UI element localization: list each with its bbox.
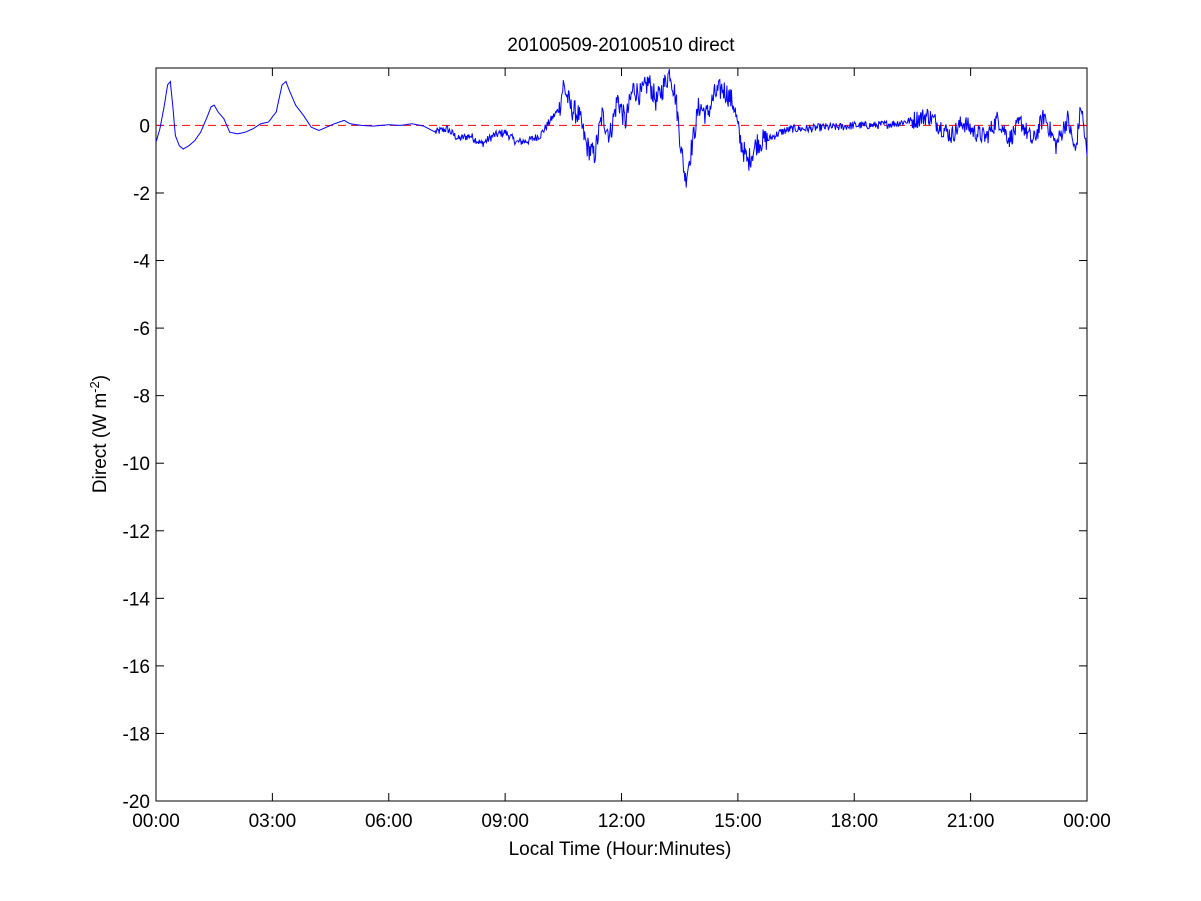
chart-title: 20100509-20100510 direct <box>507 35 735 56</box>
y-tick-label: -2 <box>133 184 150 205</box>
y-tick-label: -16 <box>123 657 150 678</box>
y-axis-label: Direct (W m-2) <box>87 375 111 493</box>
x-tick-label: 00:00 <box>1063 811 1111 832</box>
x-tick-label: 06:00 <box>365 811 413 832</box>
x-axis-label: Local Time (Hour:Minutes) <box>509 839 732 860</box>
x-axis-ticks: 00:00 03:00 06:00 09:00 12:00 15:00 18:00 21:00… <box>132 68 1111 832</box>
x-tick-label: 03:00 <box>249 811 297 832</box>
y-axis-label-suffix: ) <box>90 375 111 381</box>
x-tick-label: 09:00 <box>481 811 529 832</box>
y-tick-label: -10 <box>123 454 150 475</box>
plot-content <box>155 69 1088 188</box>
y-axis-label-prefix: Direct (W m <box>90 393 111 493</box>
series-line <box>155 69 1088 188</box>
x-tick-label: 15:00 <box>714 811 762 832</box>
y-axis-label-superscript: -2 <box>87 381 102 393</box>
x-tick-label: 21:00 <box>947 811 995 832</box>
y-tick-label: -18 <box>123 724 150 745</box>
y-tick-label: -20 <box>123 792 150 813</box>
y-tick-label: -4 <box>133 252 150 273</box>
y-tick-label: -8 <box>133 387 150 408</box>
x-tick-label: 00:00 <box>132 811 180 832</box>
y-tick-label: -12 <box>123 522 150 543</box>
y-tick-label: -6 <box>133 319 150 340</box>
x-tick-label: 12:00 <box>598 811 646 832</box>
y-tick-label: -14 <box>123 589 151 610</box>
y-tick-label: 0 <box>139 116 150 137</box>
x-tick-label: 18:00 <box>830 811 878 832</box>
y-axis-ticks: -20-18-16-14-12-10-8-6-4-20 <box>123 116 1087 813</box>
plot-area <box>155 67 1088 802</box>
